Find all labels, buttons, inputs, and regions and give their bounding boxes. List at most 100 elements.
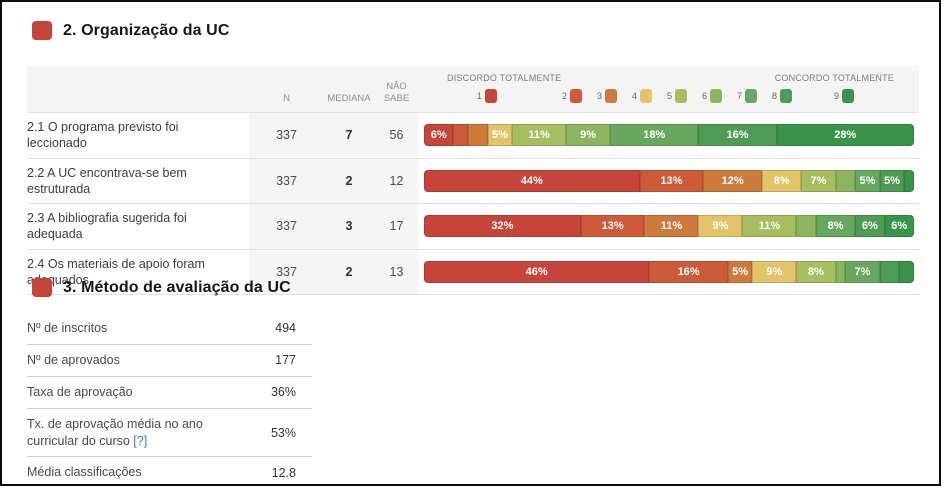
scale-point: 4 — [632, 89, 653, 103]
section-organizacao-title: 2. Organização da UC — [63, 21, 230, 39]
stat-row: Taxa de aprovação 36% — [27, 377, 312, 409]
stat-value: 36% — [270, 385, 296, 400]
bar-segment: 7% — [801, 169, 836, 192]
table-row: 2.3 A bibliografia sugerida foi adequada… — [27, 203, 919, 249]
bar-segment: 5% — [855, 169, 880, 192]
scale-point: 5 — [667, 89, 688, 103]
scale-point: 8 — [772, 89, 793, 103]
bar-segment: 9% — [566, 124, 611, 147]
bar-segment: 16% — [698, 124, 777, 147]
bar-cell: 46% 16% 5% 9% 8% 7% — [424, 250, 914, 295]
stat-label-text: Média classificações — [27, 465, 142, 480]
scale-point: 3 — [597, 89, 618, 103]
bar-segment: 44% — [424, 169, 640, 192]
scale-point-number: 7 — [737, 91, 743, 101]
stat-label: Nº de inscritos — [27, 320, 239, 337]
bar-segment: 9% — [752, 260, 797, 283]
stacked-bar: 6% 5% 11% 9% 18% 16% 28% — [424, 124, 914, 147]
scale-point-swatch-icon — [675, 89, 688, 103]
stacked-bar: 44% 13% 12% 8% 7% 5% 5% — [424, 169, 914, 192]
bar-segment: 9% — [698, 215, 743, 238]
mediana-value: 2 — [324, 249, 374, 294]
stacked-bar: 46% 16% 5% 9% 8% 7% — [424, 260, 914, 283]
bar-segment: 12% — [703, 169, 763, 192]
bar-segment: 46% — [424, 260, 650, 283]
scale-point-swatch-icon — [605, 89, 618, 103]
scale-point-swatch-icon — [745, 89, 758, 103]
bar-segment: 28% — [776, 124, 914, 147]
table-row: 2.1 O programa previsto foi leccionado 3… — [27, 112, 919, 158]
bar-segment: 6% — [855, 215, 885, 238]
scale-point-number: 8 — [772, 91, 778, 101]
scale-point-swatch-icon — [842, 89, 855, 103]
stat-row: Nº de aprovados 177 — [27, 345, 312, 377]
bar-segment: 5% — [727, 260, 753, 283]
scale-point-number: 9 — [834, 91, 840, 101]
scale-right-label: CONCORDO TOTALMENTE — [774, 73, 894, 83]
help-link[interactable]: [?] — [133, 433, 148, 448]
bar-cell: 6% 5% 11% 9% 18% 16% 28% — [424, 113, 914, 158]
bar-segment: 8% — [815, 215, 856, 238]
scale-point-number: 1 — [477, 91, 483, 101]
nao-sabe-value: 12 — [374, 158, 419, 203]
bar-segment — [835, 260, 846, 283]
scale-point-number: 6 — [702, 91, 708, 101]
bar-segment: 5% — [487, 124, 513, 147]
bar-segment — [899, 260, 914, 283]
scale-point-swatch-icon — [570, 89, 583, 103]
scale-left-label: DISCORDO TOTALMENTE — [447, 73, 562, 83]
scale-point-swatch-icon — [485, 89, 498, 103]
bar-cell: 44% 13% 12% 8% 7% 5% 5% — [424, 159, 914, 204]
section-bullet-icon — [32, 278, 52, 297]
bar-segment — [879, 260, 900, 283]
stat-label: Nº de aprovados — [27, 352, 239, 369]
bar-segment — [835, 169, 856, 192]
bar-cell: 32% 13% 11% 9% 11% 8% 6% 6% — [424, 204, 914, 249]
header-n: N — [283, 93, 290, 105]
scale-point: 7 — [737, 89, 758, 103]
bar-segment: 16% — [649, 260, 728, 283]
scale-point-number: 5 — [667, 91, 673, 101]
scale-point: 6 — [702, 89, 723, 103]
scale-legend: 1 2 3 4 5 6 7 8 9 — [424, 87, 914, 109]
section-bullet-icon — [32, 21, 52, 40]
mediana-value: 2 — [324, 158, 374, 203]
bar-segment: 8% — [796, 260, 836, 283]
stat-label-text: Nº de inscritos — [27, 321, 108, 335]
survey-rows: 2.1 O programa previsto foi leccionado 3… — [27, 112, 919, 295]
section-avaliacao-title: 3. Método de avaliação da UC — [63, 278, 291, 296]
mediana-value: 3 — [324, 204, 374, 249]
bar-segment: 11% — [742, 215, 797, 238]
bar-segment — [904, 169, 914, 192]
header-nao-sabe: NÃO SABE — [383, 81, 410, 105]
stacked-bar: 32% 13% 11% 9% 11% 8% 6% 6% — [424, 215, 914, 238]
scale-point: 1 — [477, 89, 498, 103]
stat-value: 12.8 — [271, 465, 296, 480]
scale-point: 2 — [562, 89, 583, 103]
section-organizacao-header: 2. Organização da UC — [32, 21, 230, 40]
bar-segment: 32% — [424, 215, 581, 238]
stat-label-text: Tx. de aprovação média no ano curricular… — [27, 416, 203, 448]
scale-labels: DISCORDO TOTALMENTE CONCORDO TOTALMENTE — [424, 73, 914, 83]
nao-sabe-value: 17 — [374, 204, 419, 249]
scale-point: 9 — [834, 89, 855, 103]
stat-value: 177 — [275, 353, 296, 368]
bar-segment: 11% — [512, 124, 567, 147]
question-label: 2.1 O programa previsto foi leccionado — [27, 120, 179, 151]
bar-segment — [796, 215, 816, 238]
header-question-column — [27, 66, 249, 112]
survey-table: N MEDIANA NÃO SABE DISCORDO TOTALMENTE C… — [27, 66, 919, 295]
stat-row: Nº de inscritos 494 — [27, 313, 312, 345]
bar-segment: 5% — [879, 169, 905, 192]
scale-point-number: 4 — [632, 91, 638, 101]
bar-segment: 13% — [639, 169, 704, 192]
scale-point-number: 3 — [597, 91, 603, 101]
stat-label: Taxa de aprovação — [27, 384, 239, 401]
stat-value: 494 — [275, 321, 296, 336]
bar-segment: 6% — [424, 124, 454, 147]
mediana-value: 7 — [324, 113, 374, 158]
nao-sabe-value: 56 — [374, 113, 419, 158]
n-value: 337 — [249, 204, 324, 249]
stat-row: Média classificações 12.8 — [27, 457, 312, 484]
